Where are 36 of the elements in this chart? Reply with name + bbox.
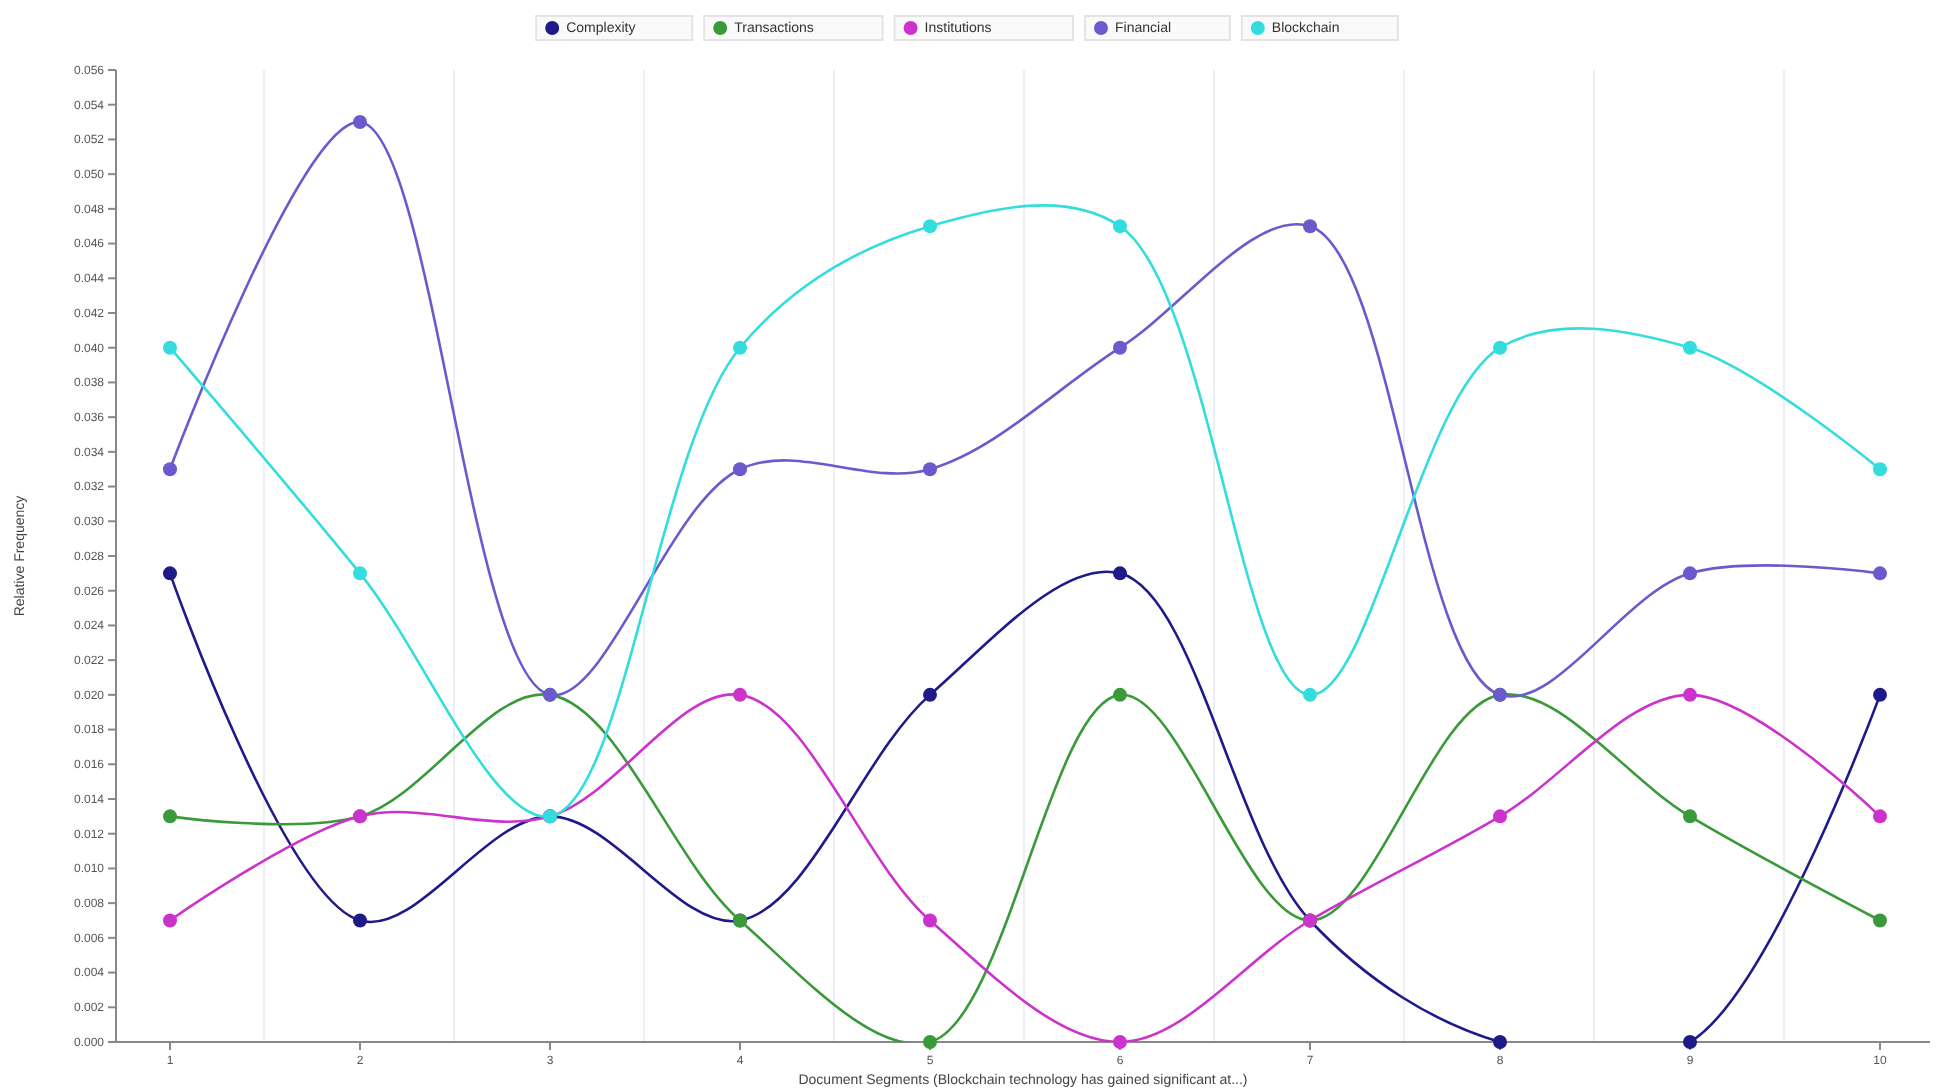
point	[163, 913, 177, 928]
point	[1493, 340, 1507, 355]
point	[1493, 1035, 1507, 1049]
point	[1873, 913, 1887, 928]
point	[923, 687, 937, 702]
point	[163, 462, 177, 477]
point	[1493, 809, 1507, 824]
point	[163, 809, 177, 824]
point	[923, 913, 937, 928]
point	[1873, 462, 1887, 477]
point	[353, 115, 367, 130]
point	[1113, 1035, 1127, 1049]
point	[923, 462, 937, 477]
point	[1683, 1035, 1697, 1049]
point	[1303, 219, 1317, 234]
point	[1113, 340, 1127, 355]
point	[1113, 687, 1127, 702]
point	[1113, 219, 1127, 234]
point	[733, 687, 747, 702]
point	[163, 566, 177, 581]
point	[733, 462, 747, 477]
point	[923, 1035, 937, 1049]
point	[1683, 687, 1697, 702]
point	[733, 340, 747, 355]
point	[1683, 809, 1697, 824]
point	[1113, 566, 1127, 581]
point	[1683, 566, 1697, 581]
point	[353, 913, 367, 928]
point	[1873, 566, 1887, 581]
point	[1873, 687, 1887, 702]
point	[353, 566, 367, 581]
point	[1683, 340, 1697, 355]
point	[923, 219, 937, 234]
point	[1873, 809, 1887, 824]
point	[1303, 687, 1317, 702]
point	[163, 340, 177, 355]
